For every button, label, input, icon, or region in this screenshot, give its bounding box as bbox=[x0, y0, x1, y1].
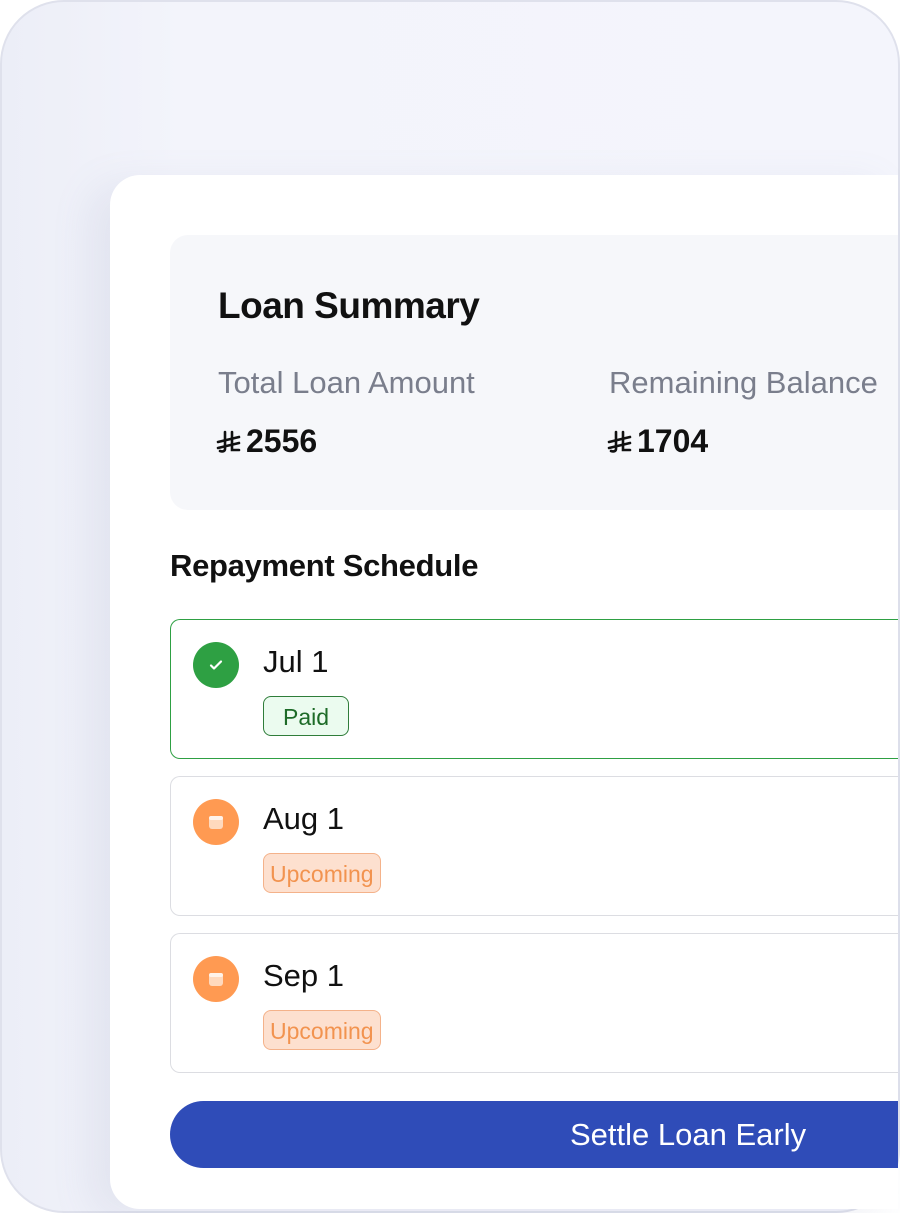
total-loan-amount: 2556 bbox=[246, 423, 318, 459]
schedule-item[interactable]: Sep 1 Upcoming bbox=[170, 933, 898, 1073]
remaining-balance-value: 1704 bbox=[607, 423, 708, 460]
schedule-date: Jul 1 bbox=[263, 644, 329, 679]
schedule-item[interactable]: Jul 1 Paid bbox=[170, 619, 898, 759]
riyal-currency-icon bbox=[216, 430, 241, 453]
total-loan-value: 2556 bbox=[216, 423, 317, 460]
settle-loan-early-button[interactable]: Settle Loan Early bbox=[170, 1101, 898, 1168]
remaining-balance-amount: 1704 bbox=[637, 423, 709, 459]
status-badge: Upcoming bbox=[263, 1010, 381, 1050]
status-badge: Upcoming bbox=[263, 853, 381, 893]
total-loan-label: Total Loan Amount bbox=[218, 365, 475, 400]
calendar-icon bbox=[193, 799, 239, 845]
loan-card: Loan Summary Total Loan Amount 2556 Rema… bbox=[110, 175, 898, 1209]
calendar-icon bbox=[193, 956, 239, 1002]
schedule-date: Aug 1 bbox=[263, 801, 345, 836]
remaining-balance-label: Remaining Balance bbox=[609, 365, 878, 400]
check-circle-icon bbox=[193, 642, 239, 688]
schedule-title: Repayment Schedule bbox=[170, 548, 479, 583]
status-badge: Paid bbox=[263, 696, 350, 736]
schedule-item[interactable]: Aug 1 Upcoming bbox=[170, 776, 898, 916]
page-title: Loan Summary bbox=[218, 285, 480, 326]
schedule-date: Sep 1 bbox=[263, 958, 345, 993]
loan-summary-panel: Loan Summary Total Loan Amount 2556 Rema… bbox=[170, 235, 898, 510]
riyal-currency-icon bbox=[607, 430, 632, 453]
